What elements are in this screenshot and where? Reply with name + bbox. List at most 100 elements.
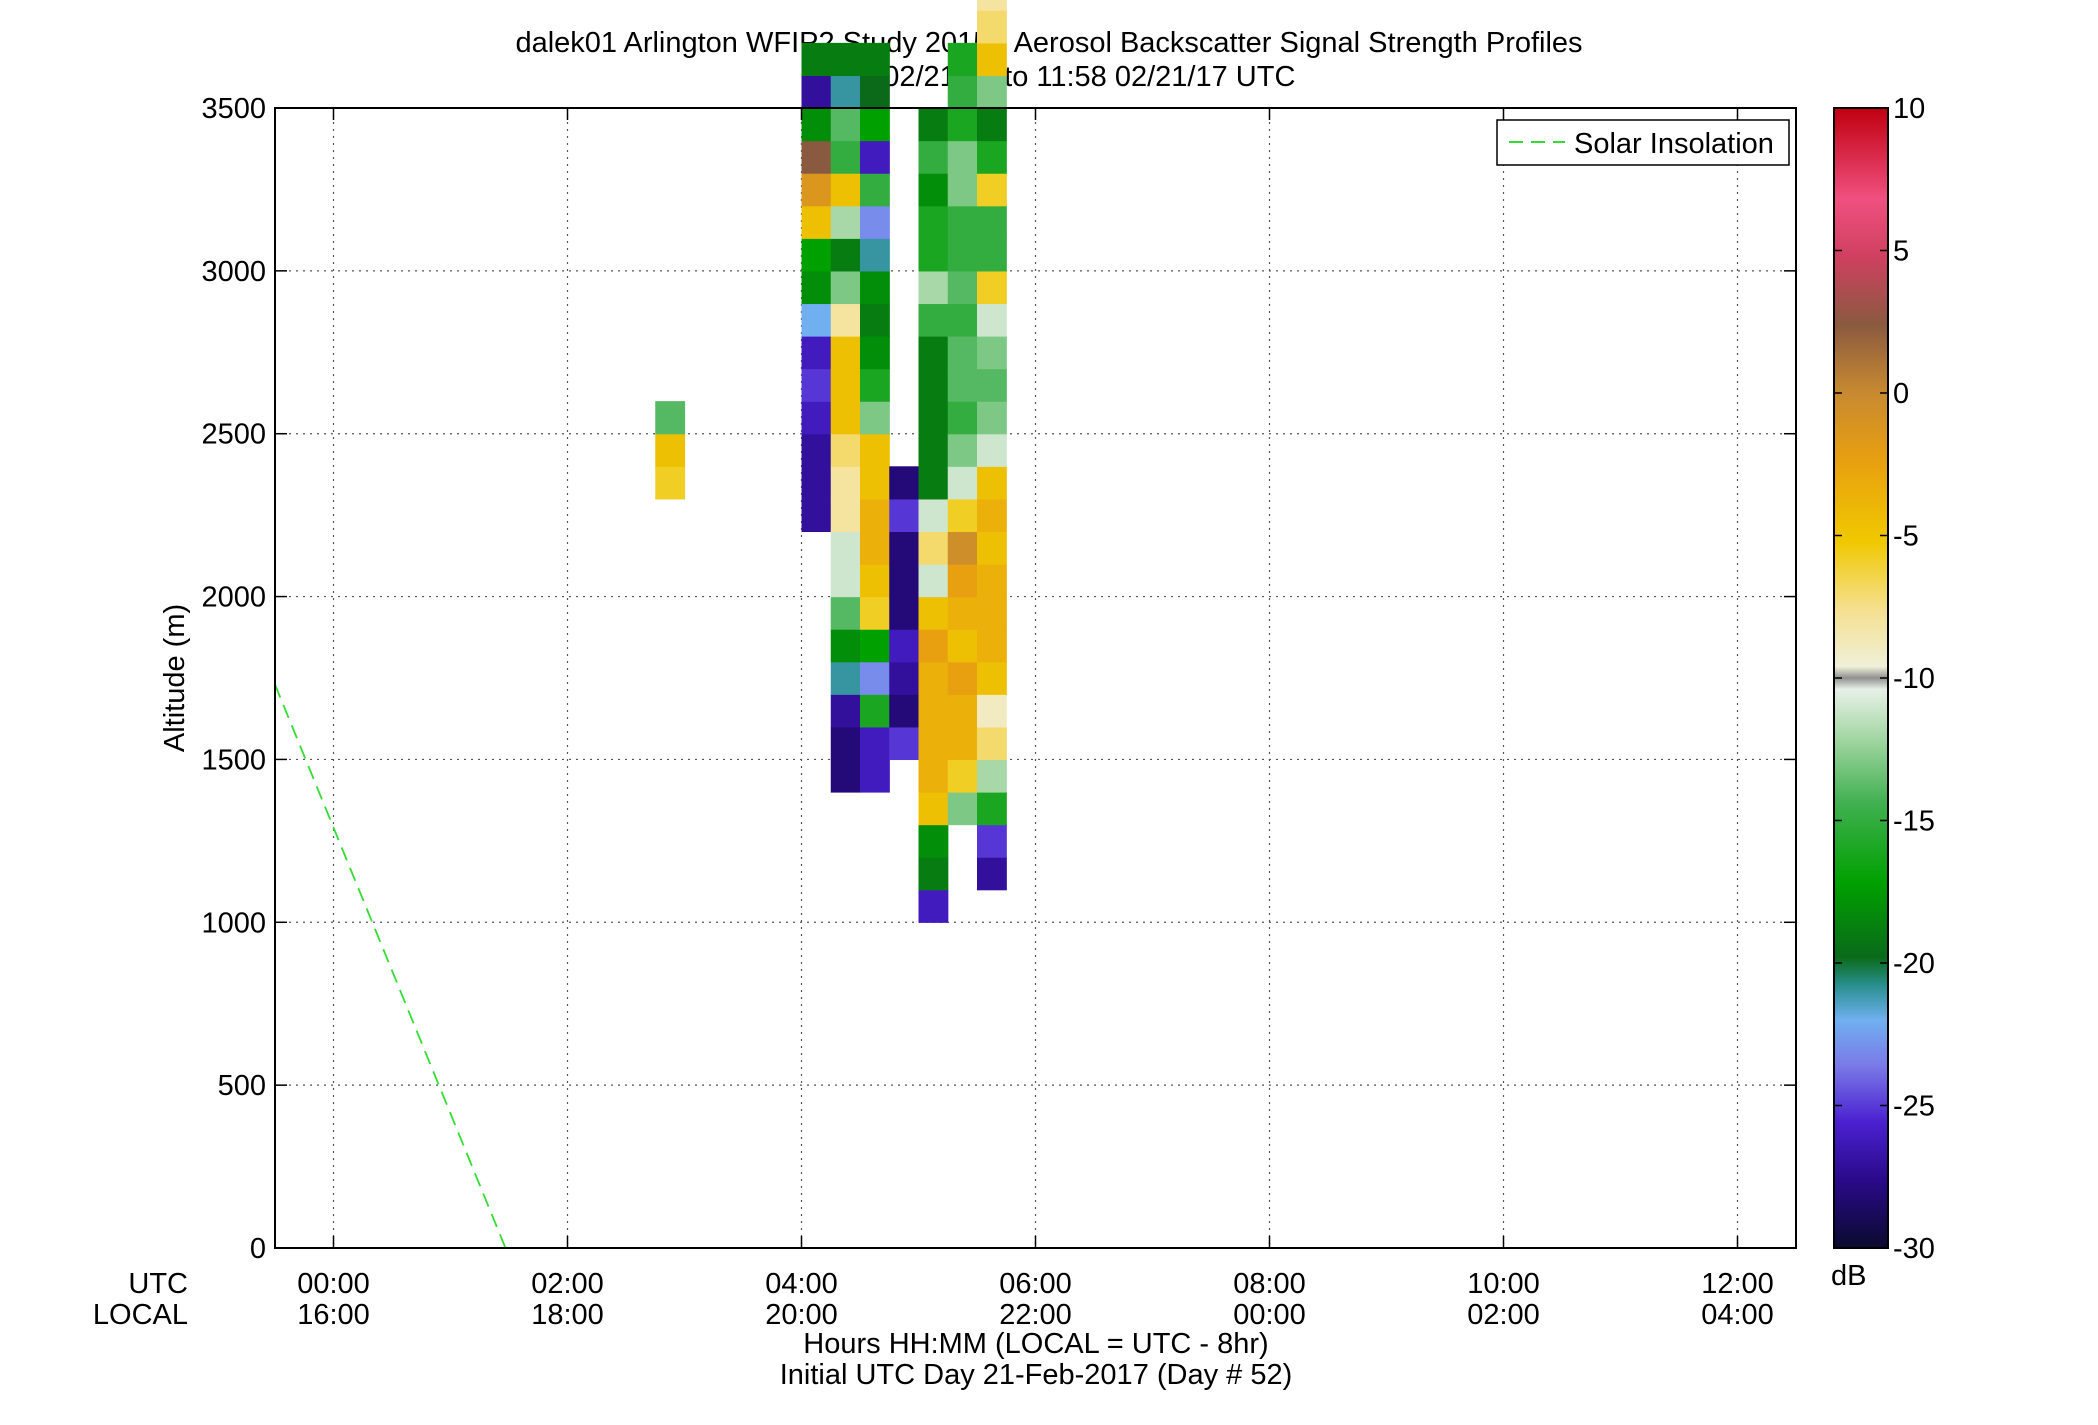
colorbar-gradient: [1833, 107, 1889, 1249]
x-tick-labels: 00:0016:0002:0018:0004:0020:0006:0022:00…: [297, 1268, 1774, 1331]
heatmap-cell-5-22: [918, 173, 949, 207]
heatmap-cell-7-19: [977, 238, 1007, 272]
colorbar-ticks: -30 -25 -20 -15 -10 -5 0 5 10: [1834, 93, 1935, 1265]
heatmap-cell-4-5: [889, 564, 920, 598]
heatmap-cell-3-2: [860, 694, 890, 728]
heatmap-cell-7-0: [977, 857, 1007, 891]
heatmap-cell-1-11: [801, 140, 832, 174]
heatmap-cell-0-1: [655, 433, 686, 467]
heatmap-cell-5-2: [918, 824, 949, 858]
heatmap-cell-3-13: [860, 336, 890, 370]
heatmap-cell-1-4: [801, 368, 832, 402]
heatmap-cell-1-5: [801, 336, 832, 370]
heatmap-cell-6-12: [947, 401, 978, 435]
heatmap-cell-2-14: [830, 303, 861, 337]
heatmap-cell-2-7: [830, 531, 861, 565]
x-tick-label-utc-0: 00:00: [297, 1268, 370, 1300]
heatmap-cell-2-9: [830, 466, 861, 500]
y-tick-label-4: 2000: [201, 582, 266, 614]
heatmap-cell-7-13: [977, 433, 1007, 467]
y-tick-label-3: 1500: [201, 744, 266, 776]
x-tick-label-utc-2: 04:00: [765, 1268, 838, 1300]
heatmap-cell-5-11: [918, 531, 949, 565]
heatmap-cell-0-2: [655, 401, 686, 435]
heatmap-cell-6-8: [947, 531, 978, 565]
heatmap-cell-6-4: [947, 661, 978, 695]
heatmap-cell-3-15: [860, 270, 890, 305]
heatmap-cell-7-16: [977, 336, 1007, 370]
heatmap-cell-1-9: [801, 205, 832, 239]
x-tick-label-utc-3: 06:00: [999, 1268, 1072, 1300]
heatmap-cell-3-20: [860, 108, 890, 142]
heatmap-cell-2-11: [830, 401, 861, 435]
colorbar-tick-label-2: -20: [1893, 948, 1935, 980]
heatmap-cell-2-4: [830, 629, 861, 663]
heatmap-cell-6-21: [947, 108, 978, 142]
heatmap-cell-2-8: [830, 498, 861, 533]
heatmap-cell-2-1: [830, 726, 861, 761]
heatmap-cell-2-16: [830, 238, 861, 272]
heatmap-cell-5-9: [918, 596, 949, 630]
heatmap-cell-1-7: [801, 270, 832, 305]
heatmap-cell-1-13: [801, 75, 832, 109]
heatmap-cell-7-27: [977, 0, 1007, 11]
axis-ticks: [275, 107, 1796, 1249]
heatmap-cell-2-20: [830, 108, 861, 142]
heatmap-cell-3-12: [860, 368, 890, 402]
legend: Solar Insolation: [1496, 119, 1790, 166]
heatmap-cell-7-11: [977, 498, 1007, 533]
heatmap-cell-3-22: [860, 42, 890, 77]
heatmap-cell-6-1: [947, 759, 978, 793]
heatmap-cell-3-3: [860, 661, 890, 695]
y-tick-label-0: 0: [250, 1233, 266, 1265]
y-tick-label-7: 3500: [201, 93, 266, 125]
heatmap-cell-5-16: [918, 368, 949, 402]
heatmap-cell-7-4: [977, 726, 1007, 761]
heatmap-cell-3-19: [860, 140, 890, 174]
heatmap-cell-1-0: [801, 498, 832, 533]
heatmap-cell-7-15: [977, 368, 1007, 402]
heatmap-cell-3-21: [860, 75, 890, 109]
x-row-label-local: LOCAL: [93, 1299, 188, 1331]
heatmap-cell-2-17: [830, 205, 861, 239]
y-tick-label-1: 500: [218, 1070, 266, 1102]
heatmap-cell-7-3: [977, 759, 1007, 793]
heatmap-cell-2-2: [830, 694, 861, 728]
heatmap-cell-5-23: [918, 140, 949, 174]
heatmap-cell-4-0: [889, 726, 920, 761]
heatmap-cell-7-10: [977, 531, 1007, 565]
heatmap-cell-5-20: [918, 238, 949, 272]
x-tick-label-local-4: 00:00: [1233, 1299, 1306, 1331]
heatmap-cell-2-13: [830, 336, 861, 370]
x-tick-label-utc-5: 10:00: [1467, 1268, 1540, 1300]
heatmap-cell-3-9: [860, 466, 890, 500]
heatmap-cell-6-15: [947, 303, 978, 337]
heatmap-cell-5-10: [918, 564, 949, 598]
chart-title: dalek01 Arlington WFIP2 Study 2015 - Aer…: [515, 27, 1583, 59]
heatmap-cell-5-24: [918, 108, 949, 142]
heatmap-cell-6-13: [947, 368, 978, 402]
heatmap-cell-6-22: [947, 75, 978, 109]
heatmap-cell-1-2: [801, 433, 832, 467]
y-tick-labels: 0 500 1000 1500 2000 2500 3000 3500: [201, 93, 266, 1265]
heatmap-cell-3-7: [860, 531, 890, 565]
heatmap-cell-2-3: [830, 661, 861, 695]
heatmap-cell-7-18: [977, 270, 1007, 305]
heatmap-cell-3-17: [860, 205, 890, 239]
heatmap-cell-6-5: [947, 629, 978, 663]
x-axis-label-secondary: Initial UTC Day 21-Feb-2017 (Day # 52): [780, 1359, 1293, 1391]
x-tick-label-utc-4: 08:00: [1233, 1268, 1306, 1300]
heatmap-cell-7-25: [977, 42, 1007, 77]
heatmap-cell-3-4: [860, 629, 890, 663]
heatmap-cell-7-5: [977, 694, 1007, 728]
x-tick-label-local-0: 16:00: [297, 1299, 370, 1331]
heatmap-cell-5-21: [918, 205, 949, 239]
heatmap-cell-6-6: [947, 596, 978, 630]
heatmap-cell-4-6: [889, 531, 920, 565]
heatmap-cell-5-19: [918, 270, 949, 305]
heatmap-cell-7-6: [977, 661, 1007, 695]
heatmap-cell-7-12: [977, 466, 1007, 500]
y-tick-label-2: 1000: [201, 907, 266, 939]
heatmap-cell-5-5: [918, 726, 949, 761]
